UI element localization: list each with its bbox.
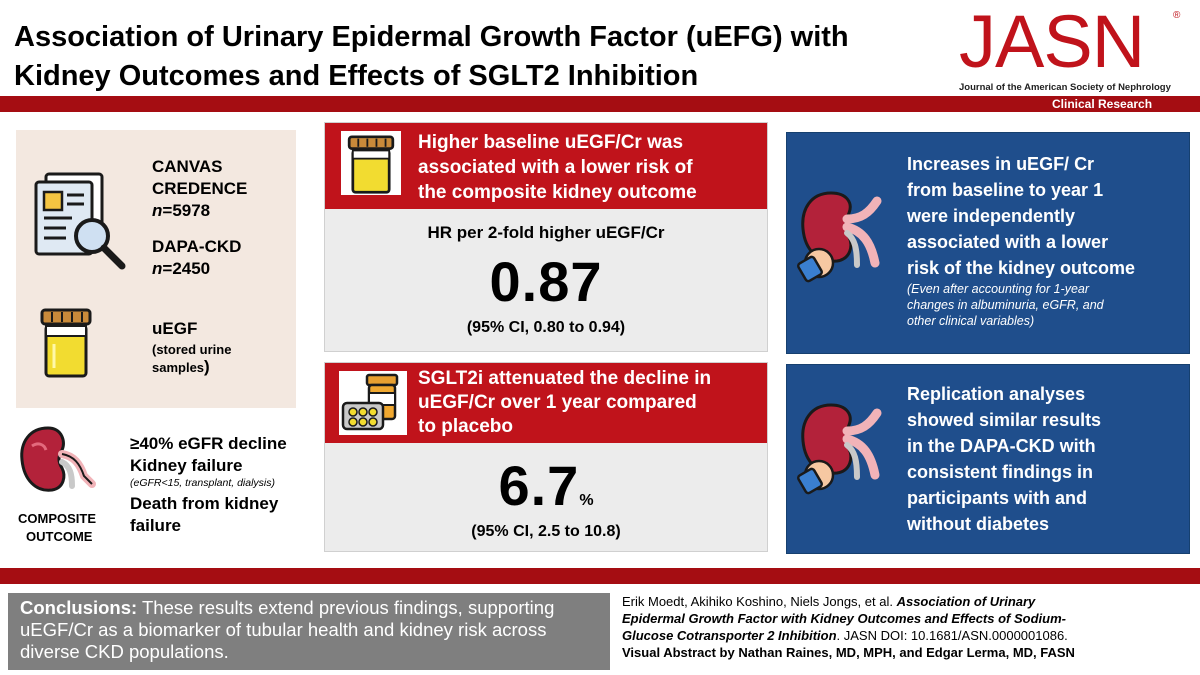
abstract-title: Association of Urinary Epidermal Growth … (14, 18, 914, 96)
sample-close-paren: ) (204, 357, 210, 376)
citation-doi: . JASN DOI: 10.1681/ASN.0000001086. (836, 628, 1068, 643)
citation-line-3: Glucose Cotransporter 2 Inhibition. JASN… (622, 627, 1192, 644)
pills-background (339, 371, 407, 435)
conclusions-text-1: These results extend previous findings, … (137, 597, 555, 618)
sglt2i-headline-2: uEGF/Cr over 1 year compared (418, 392, 697, 413)
trial1-n-label: n (152, 201, 163, 220)
urine-sample-jar-icon (40, 308, 92, 378)
trial1-n-value: =5978 (162, 201, 211, 220)
citation-title-3: Glucose Cotransporter 2 Inhibition (622, 628, 837, 643)
hr-value: 0.87 (489, 250, 603, 313)
outcome-item-1: ≥40% eGFR decline (130, 434, 287, 453)
sglt2i-unit: % (579, 492, 594, 509)
replication-panel: Replication analyses showed similar resu… (786, 364, 1190, 554)
conclusions-line-1: Conclusions: These results extend previo… (20, 597, 598, 619)
sample-title: uEGF (152, 319, 198, 338)
sglt2i-header: SGLT2i attenuated the decline in uEGF/Cr… (325, 363, 767, 443)
increase-line-2: from baseline to year 1 (907, 180, 1104, 200)
outcome-item-2: Kidney failure (130, 456, 243, 475)
kidney-with-hand-icon (797, 403, 882, 495)
sglt2i-headline-3: to placebo (418, 416, 514, 437)
citation-block: Erik Moedt, Akihiko Koshino, Niels Jongs… (622, 593, 1192, 661)
increase-line-1: Increases in uEGF/ Cr (907, 154, 1095, 174)
trial1-line1: CANVAS (152, 157, 223, 176)
increase-finding-panel: Increases in uEGF/ Cr from baseline to y… (786, 132, 1190, 354)
composite-outcome-panel: COMPOSITE OUTCOME ≥40% eGFR decline Kidn… (16, 418, 306, 553)
hr-ci: (95% CI, 0.80 to 0.94) (466, 319, 626, 336)
increase-note-1: (Even after accounting for 1-year (907, 282, 1090, 296)
outcome-label-line1: COMPOSITE (18, 511, 97, 526)
baseline-headline-1: Higher baseline uEGF/Cr was (418, 132, 684, 153)
section-label: Clinical Research (1052, 97, 1153, 111)
trial1-n: n=5978 (152, 200, 210, 221)
sglt2i-value-wrap: 6.7% (325, 453, 767, 518)
trial2-name: DAPA-CKD (152, 237, 242, 256)
outcome-label-line2: OUTCOME (26, 529, 93, 544)
increase-note-2: changes in albuminuria, eGFR, and (907, 298, 1104, 312)
journal-logo: JASN ® Journal of the American Society o… (955, 0, 1185, 94)
replication-line-4: consistent findings in (907, 462, 1094, 482)
citation-credit: Visual Abstract by Nathan Raines, MD, MP… (622, 645, 1075, 660)
document-search-icon (34, 172, 126, 270)
study-population-panel: CANVAS CREDENCE n=5978 DAPA-CKD n=2450 u… (16, 130, 296, 408)
trial1-line2: CREDENCE (152, 179, 248, 198)
journal-name: Journal of the American Society of Nephr… (959, 82, 1171, 93)
citation-line-1: Erik Moedt, Akihiko Koshino, Niels Jongs… (622, 593, 1192, 610)
citation-title-2: Epidermal Growth Factor with Kidney Outc… (622, 611, 1066, 626)
outcome-item-3-line1: Death from kidney (130, 494, 279, 513)
kidney-with-hand-icon (797, 191, 882, 283)
baseline-headline-3: the composite kidney outcome (418, 182, 697, 203)
sample-line2-text: samples (152, 360, 205, 375)
sample-line2: samples) (152, 358, 210, 376)
replication-line-3: in the DAPA-CKD with (907, 436, 1096, 456)
replication-line-6: without diabetes (907, 514, 1050, 534)
increase-note-3: other clinical variables) (907, 314, 1035, 328)
hr-metric-label: HR per 2-fold higher uEGF/Cr (427, 223, 665, 242)
trial2-n-label: n (152, 259, 163, 278)
baseline-hr-panel: Higher baseline uEGF/Cr was associated w… (324, 122, 768, 352)
citation-authors: Erik Moedt, Akihiko Koshino, Niels Jongs… (622, 594, 897, 609)
sglt2i-panel: SGLT2i attenuated the decline in uEGF/Cr… (324, 362, 768, 552)
urine-sample-jar-icon (347, 135, 395, 194)
replication-line-1: Replication analyses (907, 384, 1086, 404)
conclusions-label: Conclusions: (20, 597, 138, 618)
top-divider-bar (0, 96, 1200, 112)
registered-mark-icon: ® (1173, 10, 1181, 21)
title-line-2: Kidney Outcomes and Effects of SGLT2 Inh… (14, 60, 699, 92)
citation-title-1: Association of Urinary (896, 594, 1036, 609)
outcome-item-2-note: (eGFR<15, transplant, dialysis) (130, 477, 276, 489)
increase-line-5: risk of the kidney outcome (907, 258, 1136, 278)
jar-background (341, 131, 401, 195)
replication-line-2: showed similar results (907, 410, 1102, 430)
journal-logo-text: JASN (959, 0, 1145, 83)
trial2-n-value: =2450 (162, 259, 211, 278)
kidney-icon (20, 426, 96, 492)
bottom-divider-bar (0, 568, 1200, 584)
baseline-hr-header: Higher baseline uEGF/Cr was associated w… (325, 123, 767, 209)
sample-line1: (stored urine (152, 342, 232, 357)
replication-line-5: participants with and (907, 488, 1088, 508)
conclusions-line-2: uEGF/Cr as a biomarker of tubular health… (20, 619, 547, 640)
title-line-1: Association of Urinary Epidermal Growth … (14, 21, 849, 53)
outcome-item-3-line2: failure (130, 516, 182, 535)
trial2-n: n=2450 (152, 258, 210, 279)
sglt2i-ci: (95% CI, 2.5 to 10.8) (471, 523, 621, 540)
conclusions-line-3: diverse CKD populations. (20, 641, 229, 662)
increase-line-4: associated with a lower (907, 232, 1109, 252)
conclusions-box: Conclusions: These results extend previo… (8, 593, 610, 670)
sglt2i-value: 6.7 (498, 454, 580, 517)
medication-pills-icon (341, 373, 399, 431)
increase-line-3: were independently (907, 206, 1076, 226)
sglt2i-headline-1: SGLT2i attenuated the decline in (418, 368, 712, 389)
baseline-headline-2: associated with a lower risk of (418, 157, 693, 178)
